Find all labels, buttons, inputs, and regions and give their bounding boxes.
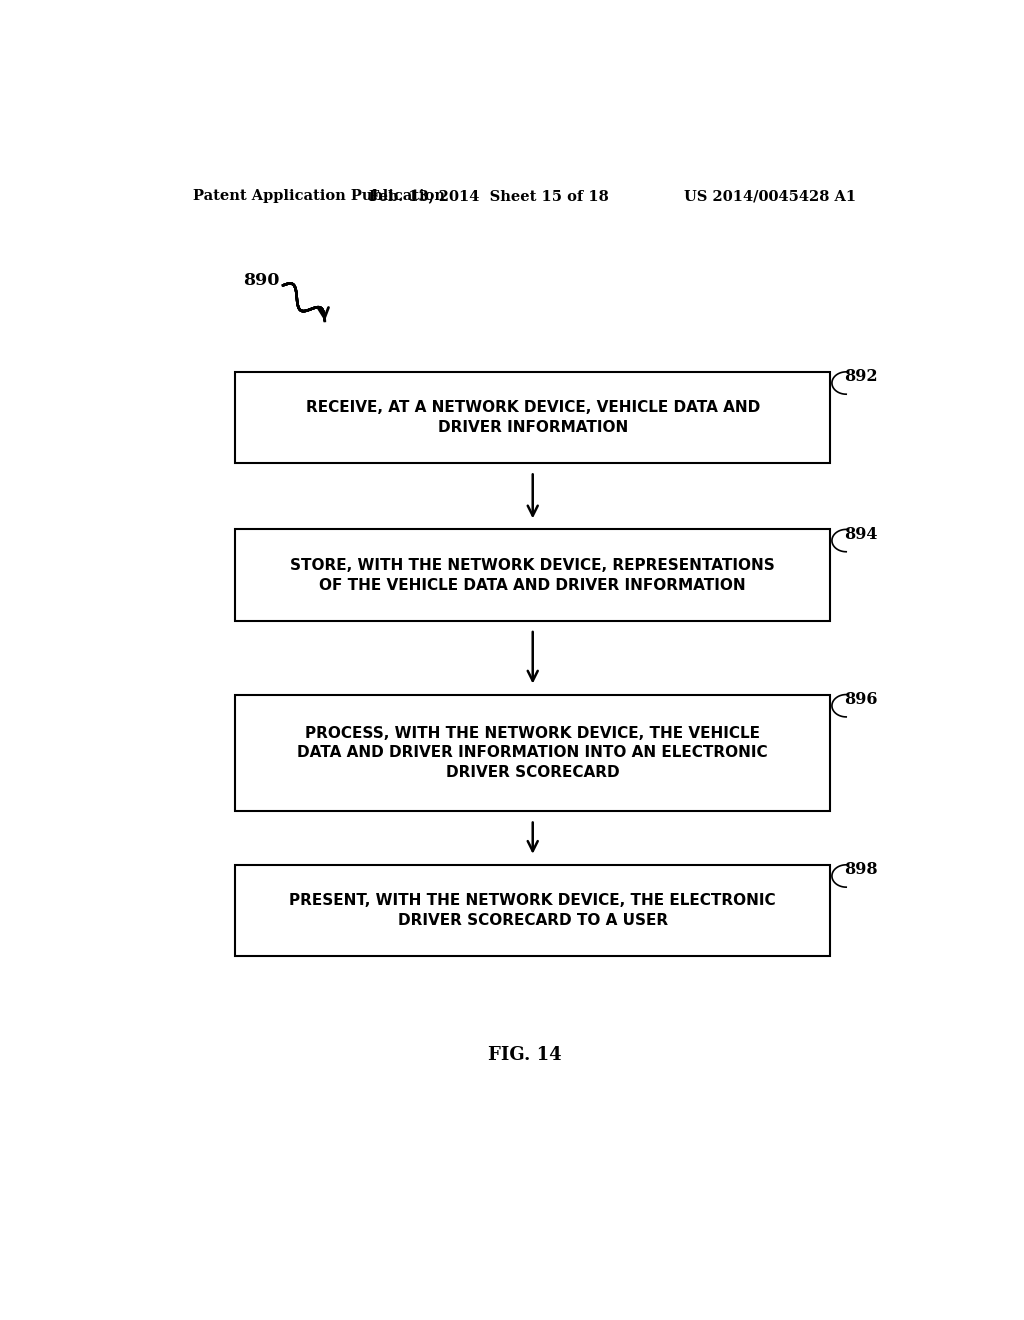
Text: 898: 898 <box>845 862 879 878</box>
Bar <box>236 694 830 812</box>
Text: 896: 896 <box>845 692 879 708</box>
Text: FIG. 14: FIG. 14 <box>488 1045 561 1064</box>
Text: RECEIVE, AT A NETWORK DEVICE, VEHICLE DATA AND
DRIVER INFORMATION: RECEIVE, AT A NETWORK DEVICE, VEHICLE DA… <box>305 400 760 436</box>
Text: Patent Application Publication: Patent Application Publication <box>194 189 445 203</box>
Text: Feb. 13, 2014  Sheet 15 of 18: Feb. 13, 2014 Sheet 15 of 18 <box>370 189 609 203</box>
Text: PROCESS, WITH THE NETWORK DEVICE, THE VEHICLE
DATA AND DRIVER INFORMATION INTO A: PROCESS, WITH THE NETWORK DEVICE, THE VE… <box>297 726 768 780</box>
Bar <box>236 529 830 620</box>
Text: 892: 892 <box>845 368 879 385</box>
Text: 894: 894 <box>845 525 879 543</box>
Text: PRESENT, WITH THE NETWORK DEVICE, THE ELECTRONIC
DRIVER SCORECARD TO A USER: PRESENT, WITH THE NETWORK DEVICE, THE EL… <box>290 894 776 928</box>
Text: 890: 890 <box>243 272 280 289</box>
Bar <box>236 372 830 463</box>
Text: US 2014/0045428 A1: US 2014/0045428 A1 <box>684 189 856 203</box>
Bar <box>236 865 830 956</box>
Text: STORE, WITH THE NETWORK DEVICE, REPRESENTATIONS
OF THE VEHICLE DATA AND DRIVER I: STORE, WITH THE NETWORK DEVICE, REPRESEN… <box>291 558 775 593</box>
